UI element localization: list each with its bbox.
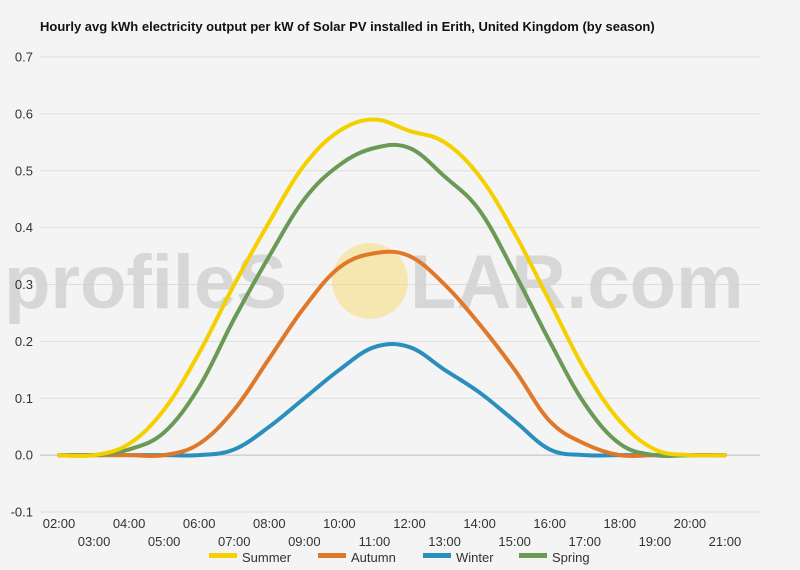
- watermark-text-right: LAR.com: [410, 240, 744, 325]
- legend-item-autumn: Autumn: [318, 550, 396, 565]
- legend-item-spring: Spring: [519, 550, 590, 565]
- y-tick-label: 0.7: [15, 50, 33, 65]
- y-tick-label: -0.1: [11, 505, 33, 520]
- x-tick-label: 21:00: [709, 534, 742, 549]
- x-tick-label: 08:00: [253, 516, 286, 531]
- y-tick-label: 0.0: [15, 448, 33, 463]
- watermark-text-left: profileS: [4, 240, 287, 325]
- y-tick-label: 0.5: [15, 163, 33, 178]
- x-tick-label: 14:00: [463, 516, 496, 531]
- legend-label: Summer: [242, 550, 292, 565]
- legend-swatch: [519, 553, 547, 558]
- legend-label: Winter: [456, 550, 494, 565]
- x-tick-label: 09:00: [288, 534, 321, 549]
- y-tick-label: 0.1: [15, 391, 33, 406]
- x-axis: 02:00 04:00 06:00 08:00 10:00 12:00 14:00 16:00…: [43, 516, 741, 549]
- y-tick-label: 0.4: [15, 220, 33, 235]
- series-line-spring: [57, 142, 727, 459]
- x-tick-label: 10:00: [323, 516, 356, 531]
- x-tick-label: 06:00: [183, 516, 216, 531]
- x-tick-label: 11:00: [359, 534, 391, 549]
- legend-item-summer: Summer: [209, 550, 292, 565]
- chart-title: Hourly avg kWh electricity output per kW…: [40, 19, 655, 34]
- x-tick-label: 03:00: [78, 534, 111, 549]
- legend-label: Autumn: [351, 550, 396, 565]
- x-tick-label: 19:00: [639, 534, 672, 549]
- y-tick-label: 0.6: [15, 106, 33, 121]
- series-line-summer: [57, 117, 727, 459]
- x-tick-label: 12:00: [393, 516, 426, 531]
- legend-swatch: [423, 553, 451, 558]
- legend-swatch: [209, 553, 237, 558]
- legend: Summer Autumn Winter Spring: [209, 550, 590, 565]
- x-tick-label: 16:00: [533, 516, 566, 531]
- series-lines: [57, 117, 727, 459]
- legend-label: Spring: [552, 550, 590, 565]
- x-tick-label: 13:00: [428, 534, 461, 549]
- x-tick-label: 04:00: [113, 516, 146, 531]
- y-tick-label: 0.3: [15, 277, 33, 292]
- x-tick-label: 02:00: [43, 516, 76, 531]
- legend-swatch: [318, 553, 346, 558]
- x-tick-label: 07:00: [218, 534, 251, 549]
- x-tick-label: 17:00: [568, 534, 601, 549]
- legend-item-winter: Winter: [423, 550, 494, 565]
- x-tick-label: 05:00: [148, 534, 181, 549]
- x-tick-label: 15:00: [498, 534, 531, 549]
- y-tick-label: 0.2: [15, 334, 33, 349]
- x-tick-label: 18:00: [604, 516, 637, 531]
- series-line-autumn: [57, 249, 727, 459]
- y-axis: 0.7 0.6 0.5 0.4 0.3 0.2 0.1 0.0 -0.1: [11, 50, 33, 520]
- x-tick-label: 20:00: [674, 516, 707, 531]
